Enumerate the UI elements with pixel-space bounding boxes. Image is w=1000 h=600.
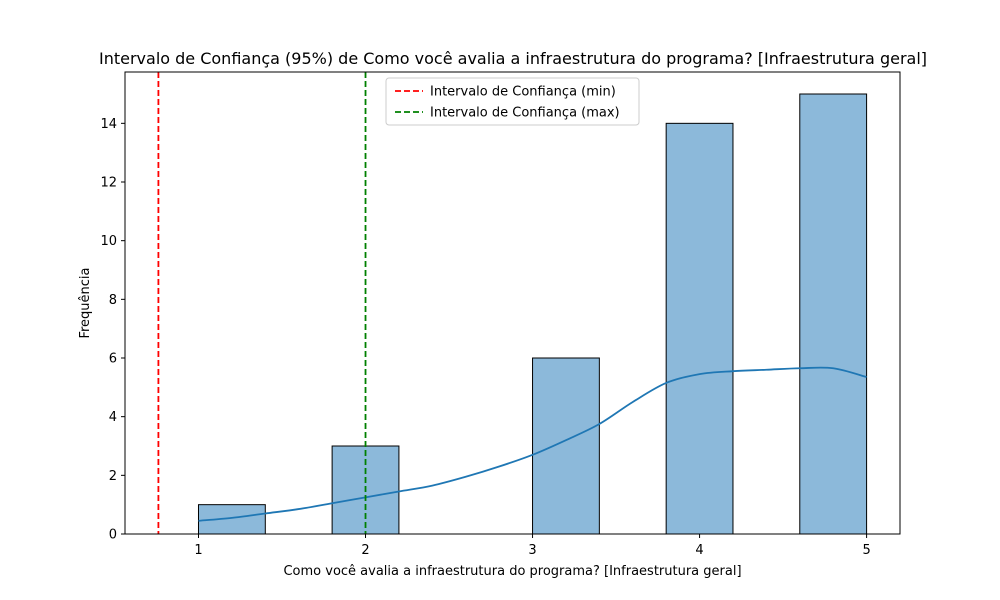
y-tick-label: 6 bbox=[109, 352, 117, 367]
x-tick-label: 2 bbox=[361, 543, 369, 558]
y-tick-label: 2 bbox=[109, 469, 117, 484]
x-tick-label: 1 bbox=[194, 543, 202, 558]
x-axis-label: Como você avalia a infraestrutura do pro… bbox=[283, 564, 741, 579]
y-axis-label: Frequência bbox=[78, 267, 93, 338]
chart-title: Intervalo de Confiança (95%) de Como voc… bbox=[99, 49, 927, 68]
y-tick-label: 12 bbox=[100, 176, 117, 191]
legend-label-ci-max: Intervalo de Confiança (max) bbox=[430, 106, 620, 121]
y-tick-label: 4 bbox=[109, 410, 117, 425]
x-tick-label: 3 bbox=[528, 543, 536, 558]
x-tick-label: 5 bbox=[862, 543, 870, 558]
y-tick-label: 0 bbox=[109, 528, 117, 543]
histogram-bar-3 bbox=[532, 357, 600, 535]
legend-box bbox=[385, 77, 640, 126]
y-tick-label: 8 bbox=[109, 293, 117, 308]
plot-frame bbox=[124, 71, 901, 535]
x-tick-label: 4 bbox=[695, 543, 703, 558]
y-tick-label: 10 bbox=[100, 234, 117, 249]
histogram-bar-5 bbox=[799, 93, 868, 535]
legend: Intervalo de Confiança (min) Intervalo de… bbox=[385, 77, 640, 126]
histogram-bar-4 bbox=[665, 122, 734, 535]
y-tick-label: 14 bbox=[100, 117, 117, 132]
kde-curve bbox=[198, 366, 867, 522]
legend-label-ci-min: Intervalo de Confiança (min) bbox=[430, 85, 616, 100]
